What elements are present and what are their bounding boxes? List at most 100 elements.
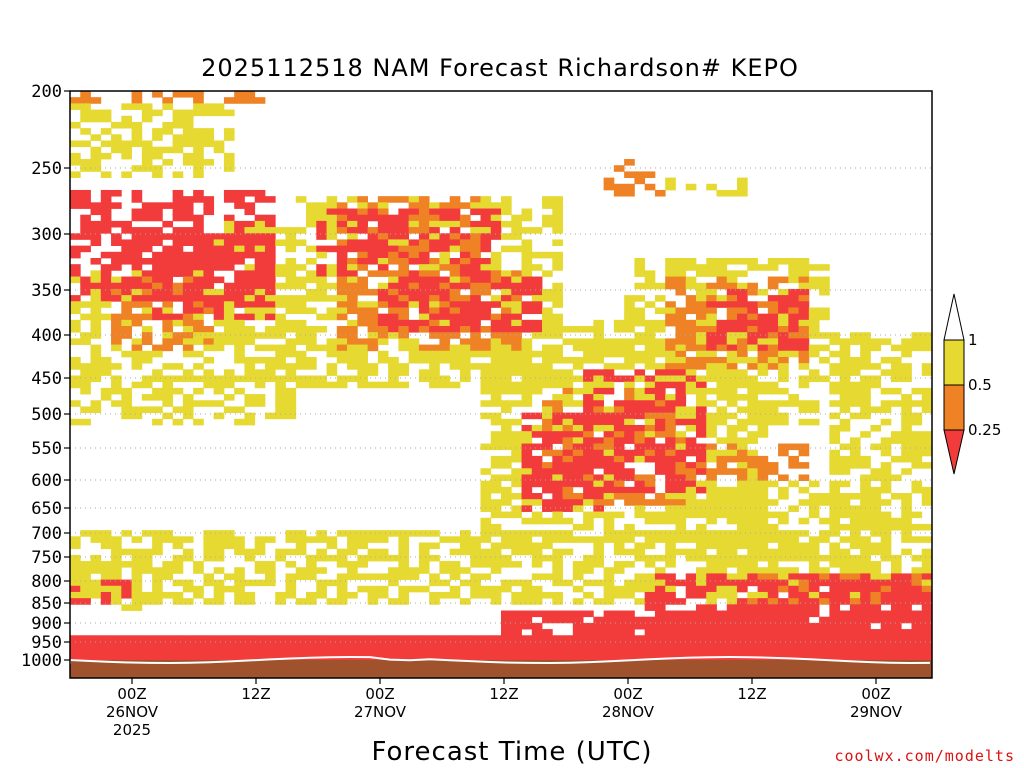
ri-cell <box>849 412 861 420</box>
ri-cell <box>141 635 153 642</box>
ri-cell <box>839 629 851 636</box>
x-tick-label: 12Z <box>489 685 518 703</box>
ri-cell <box>388 214 399 222</box>
ri-cell <box>634 641 646 649</box>
ri-cell <box>819 356 830 364</box>
ri-cell <box>788 344 799 352</box>
ri-cell <box>654 455 666 463</box>
ri-cell <box>439 350 451 358</box>
ri-cell <box>501 400 512 407</box>
ri-cell <box>613 344 625 352</box>
ri-cell <box>798 363 810 370</box>
ri-cell <box>603 573 615 580</box>
ri-cell <box>203 369 215 376</box>
ri-cell <box>388 282 399 290</box>
ri-cell <box>285 369 297 376</box>
ri-cell <box>511 579 522 587</box>
ri-cell <box>613 363 625 370</box>
ri-cell <box>644 449 656 457</box>
ri-cell <box>737 177 748 185</box>
ri-cell <box>131 604 143 611</box>
ri-cell <box>747 622 758 630</box>
ri-cell <box>542 369 553 376</box>
ri-cell <box>511 530 522 537</box>
ri-cell <box>398 307 410 315</box>
ri-cell <box>747 449 758 457</box>
ri-cell <box>408 635 420 642</box>
ri-cell <box>172 579 184 587</box>
ri-cell <box>377 282 389 290</box>
ri-cell <box>336 641 348 649</box>
ri-cell <box>398 567 410 574</box>
ri-cell <box>860 387 871 395</box>
ri-cell <box>819 313 830 321</box>
ri-cell <box>511 227 522 234</box>
ri-cell <box>860 641 871 649</box>
ri-cell <box>100 288 112 296</box>
ri-cell <box>778 295 789 302</box>
ri-cell <box>131 536 143 543</box>
ri-cell <box>100 251 112 259</box>
ri-cell <box>808 536 820 543</box>
ri-cell <box>213 295 225 302</box>
ri-cell <box>593 579 605 587</box>
ri-cell <box>798 350 810 358</box>
ri-cell <box>70 363 81 370</box>
ri-cell <box>388 295 399 302</box>
ri-cell <box>470 257 481 265</box>
ri-cell <box>285 412 297 420</box>
ri-cell <box>665 424 676 432</box>
credit-link[interactable]: coolwx.com/modelts <box>834 747 1015 765</box>
ri-cell <box>100 591 112 599</box>
ri-cell <box>521 622 533 630</box>
ri-cell <box>357 196 368 203</box>
ri-cell <box>398 326 410 333</box>
ri-cell <box>347 542 358 550</box>
ri-cell <box>593 424 605 432</box>
ri-cell <box>449 288 461 296</box>
ri-cell <box>706 573 717 580</box>
ri-cell <box>788 326 799 333</box>
ri-cell <box>552 400 563 407</box>
ri-cell <box>316 326 327 333</box>
ri-cell <box>357 381 368 389</box>
ri-cell <box>490 511 502 519</box>
ri-cell <box>429 227 440 234</box>
ri-cell <box>829 499 841 506</box>
ri-cell <box>593 635 605 642</box>
ri-cell <box>737 319 748 327</box>
ri-cell <box>285 227 297 234</box>
ri-cell <box>839 567 851 574</box>
ri-cell <box>203 288 215 296</box>
ri-cell <box>901 363 912 370</box>
ri-cell <box>634 400 646 407</box>
ri-cell <box>531 431 543 438</box>
ri-cell <box>131 363 143 370</box>
ri-cell <box>244 220 256 228</box>
ri-cell <box>675 326 687 333</box>
ri-cell <box>193 326 204 333</box>
ri-cell <box>921 604 932 611</box>
ri-cell <box>778 573 789 580</box>
ri-cell <box>418 344 430 352</box>
ri-cell <box>398 288 410 296</box>
ri-cell <box>264 635 276 642</box>
ri-cell <box>213 554 225 562</box>
ri-cell <box>172 554 184 562</box>
ri-cell <box>275 598 286 605</box>
ri-cell <box>234 276 245 284</box>
ri-cell <box>644 276 656 284</box>
ri-cell <box>603 443 615 451</box>
ri-cell <box>572 598 584 605</box>
ri-cell <box>470 276 481 284</box>
ri-cell <box>234 542 245 550</box>
ri-cell <box>829 641 841 649</box>
ri-cell <box>285 239 297 247</box>
ri-cell <box>316 313 327 321</box>
ri-cell <box>70 598 81 605</box>
ri-cell <box>408 301 420 308</box>
ri-cell <box>357 288 368 296</box>
ri-cell <box>613 338 625 345</box>
ri-cell <box>778 616 789 624</box>
ri-cell <box>480 591 492 599</box>
